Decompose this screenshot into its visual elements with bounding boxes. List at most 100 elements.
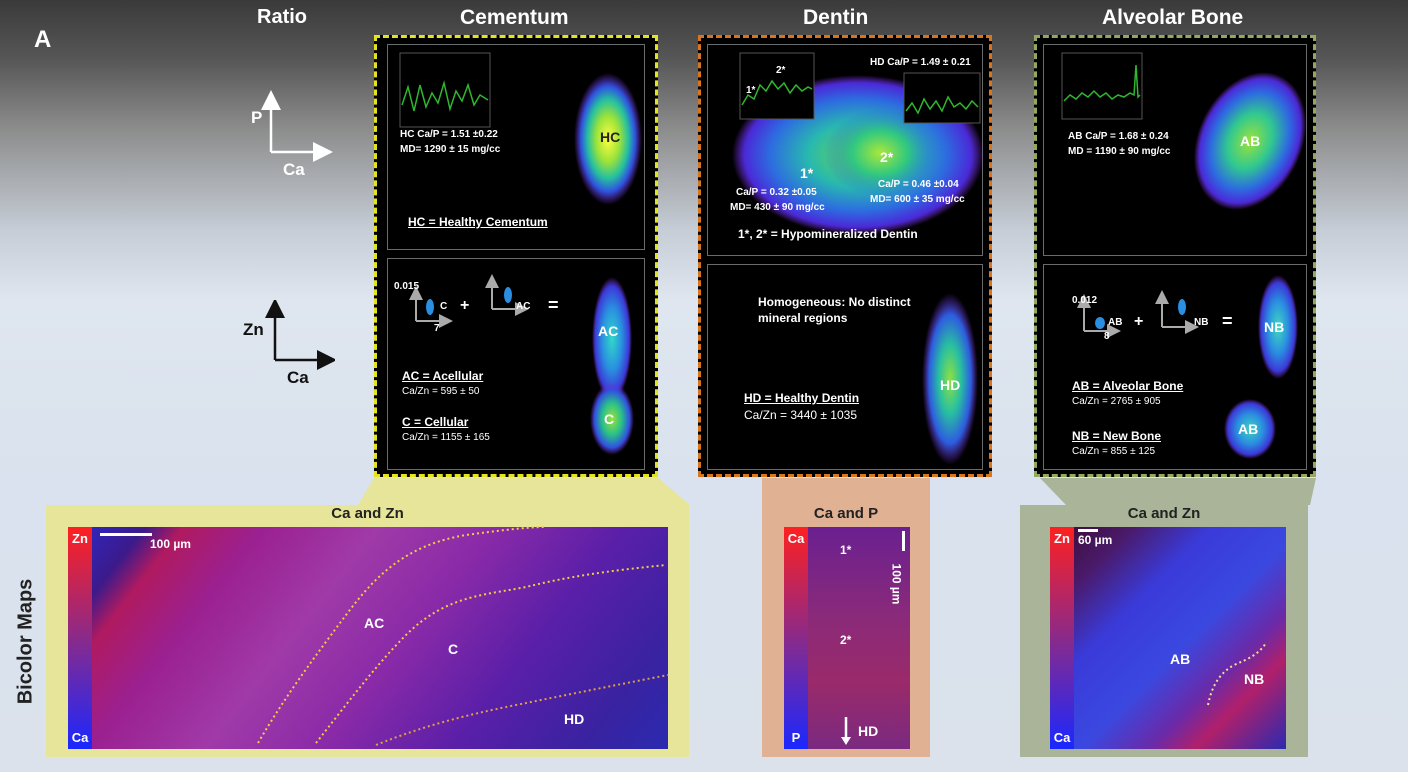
cementum-panel: HC HC Ca/P = 1.51 ±0.22 MD= 1290 ± 15 mg… <box>374 35 658 477</box>
bone-top-svg <box>1061 52 1307 210</box>
bone-nb-value: Ca/Zn = 855 ± 125 <box>1072 446 1156 457</box>
cementum-c-label: C <box>604 411 615 427</box>
dentin-hd-value: Ca/Zn = 3440 ± 1035 <box>744 408 857 422</box>
cementum-c-value: Ca/Zn = 1155 ± 165 <box>402 432 490 443</box>
bone-ca-p-scatter: AB AB Ca/P = 1.68 ± 0.24 MD = 1190 ± 90 … <box>1043 44 1307 256</box>
cementum-map-ac: AC <box>364 615 385 631</box>
dentin-md1: MD= 430 ± 90 mg/cc <box>730 202 825 213</box>
axis-zn-ca: Zn Ca <box>243 300 335 410</box>
cementum-map-image <box>68 527 668 749</box>
cementum-ac-legend: AC = Acellular <box>402 369 484 383</box>
bone-mini-ab: AB <box>1108 317 1123 328</box>
cementum-colorbar: Zn Ca <box>68 527 92 749</box>
bone-nb-legend: NB = New Bone <box>1072 429 1162 443</box>
axis-label-ca-2: Ca <box>287 368 309 387</box>
dentin-map-1star: 1* <box>840 543 852 557</box>
bone-map-boundary <box>1207 642 1267 706</box>
bone-ab-value: Ca/Zn = 2765 ± 905 <box>1072 396 1161 407</box>
axis-p-ca: P Ca <box>245 80 335 190</box>
bone-ab-label-2: AB <box>1238 421 1259 437</box>
cementum-map-hd: HD <box>564 711 585 727</box>
bone-ab-ratio: AB Ca/P = 1.68 ± 0.24 <box>1068 131 1169 142</box>
bone-bottom-svg <box>1077 275 1298 459</box>
bone-mini-nb: NB <box>1194 317 1209 328</box>
dentin-panel: HD Ca/P = 1.49 ± 0.21 2* 1* 1* 2* Ca/P =… <box>698 35 992 477</box>
dentin-map-2star: 2* <box>840 633 852 647</box>
dentin-scale-bar <box>902 531 905 551</box>
bone-bar-bottom: Ca <box>1053 730 1071 745</box>
bone-map-frame: Ca and Zn Zn Ca 60 µm AB NB <box>1020 505 1308 757</box>
side-label-bicolor-maps: Bicolor Maps <box>14 578 37 705</box>
dentin-colorbar: Ca P <box>784 527 808 749</box>
cementum-scale-bar <box>100 533 152 536</box>
bone-equals: = <box>1222 311 1233 331</box>
dentin-homogeneous-note: Homogeneous: No distinct mineral regions <box>758 295 911 325</box>
cementum-plus: + <box>460 297 470 314</box>
bone-panel: AB AB Ca/P = 1.68 ± 0.24 MD = 1190 ± 90 … <box>1034 35 1316 477</box>
bone-map-nb: NB <box>1244 671 1265 687</box>
bone-bar-top: Zn <box>1054 531 1070 546</box>
cementum-c-legend: C = Cellular <box>402 415 469 429</box>
cementum-ca-p-scatter: HC HC Ca/P = 1.51 ±0.22 MD= 1290 ± 15 mg… <box>387 44 645 250</box>
bone-map-ab: AB <box>1170 651 1191 667</box>
cementum-hc-label: HC <box>600 129 621 145</box>
dentin-hd-ratio: HD Ca/P = 1.49 ± 0.21 <box>870 57 971 68</box>
dentin-inset-2star: 2* <box>776 65 786 76</box>
bone-map-title: Ca and Zn <box>1127 505 1201 522</box>
axis-zn-ca-arrows <box>265 300 335 370</box>
bone-colorbar: Zn Ca <box>1050 527 1074 749</box>
cementum-mini-x: 7 <box>434 323 440 334</box>
dentin-ca-zn-scatter: Homogeneous: No distinct mineral regions… <box>707 264 983 470</box>
cementum-scale-label: 100 µm <box>150 537 191 551</box>
dentin-inset-1star: 1* <box>746 85 756 96</box>
cementum-bar-bottom: Ca <box>71 730 89 745</box>
dentin-bar-bottom: P <box>791 730 801 745</box>
dentin-r2: Ca/P = 0.46 ±0.04 <box>878 179 959 190</box>
cementum-hc-ratio: HC Ca/P = 1.51 ±0.22 <box>400 129 498 140</box>
cementum-mini-ac: AC <box>516 301 531 312</box>
header-dentin: Dentin <box>803 6 869 29</box>
dentin-legend: 1*, 2* = Hypomineralized Dentin <box>738 227 918 241</box>
dentin-r1: Ca/P = 0.32 ±0.05 <box>736 187 817 198</box>
dentin-map-title: Ca and P <box>813 505 879 522</box>
cementum-ac-value: Ca/Zn = 595 ± 50 <box>402 386 480 397</box>
cementum-mini-c: C <box>440 301 448 312</box>
axis-p-ca-arrows <box>261 90 333 162</box>
cementum-top-svg <box>399 52 642 205</box>
bone-mini-ymax: 0.012 <box>1072 295 1098 306</box>
bone-ca-zn-scatter: 0.012 AB 8 + NB = NB AB AB = Alveolar Bo… <box>1043 264 1307 470</box>
dentin-map-arrow <box>841 717 851 745</box>
dentin-md2: MD= 600 ± 35 mg/cc <box>870 194 965 205</box>
cementum-bottom-svg <box>409 274 634 455</box>
dentin-label-1star: 1* <box>800 165 814 181</box>
bone-mini-x: 8 <box>1104 331 1110 342</box>
axis-label-p: P <box>251 108 263 127</box>
dentin-bar-top: Ca <box>787 531 805 546</box>
cementum-ca-zn-scatter: 0.015 C 7 + AC = AC C AC = Acellular Ca/… <box>387 258 645 470</box>
bone-plus: + <box>1134 313 1144 330</box>
bone-scale-label: 60 µm <box>1078 533 1113 547</box>
dentin-label-2star: 2* <box>880 149 894 165</box>
dentin-top-svg <box>732 52 984 235</box>
dentin-bottom-svg <box>922 293 978 465</box>
bone-map-image <box>1050 527 1286 749</box>
bone-ab-label: AB <box>1240 133 1261 149</box>
cementum-map-frame: Ca and Zn Zn Ca 100 µm AC C HD <box>46 505 689 757</box>
dentin-map-hd: HD <box>858 723 879 739</box>
dentin-hd-legend: HD = Healthy Dentin <box>744 391 860 405</box>
cementum-map-boundaries <box>257 526 669 746</box>
axis-label-zn: Zn <box>243 320 264 339</box>
header-ratio: Ratio <box>257 6 307 28</box>
dentin-hd-label: HD <box>940 377 961 393</box>
dentin-ca-p-scatter: HD Ca/P = 1.49 ± 0.21 2* 1* 1* 2* Ca/P =… <box>707 44 984 256</box>
bone-nb-label: NB <box>1264 319 1285 335</box>
cementum-hc-legend: HC = Healthy Cementum <box>408 215 548 229</box>
bone-ab-md: MD = 1190 ± 90 mg/cc <box>1068 146 1171 157</box>
panel-letter: A <box>34 26 52 53</box>
axis-label-ca: Ca <box>283 160 305 179</box>
cementum-hc-md: MD= 1290 ± 15 mg/cc <box>400 144 501 155</box>
cementum-equals: = <box>548 295 559 315</box>
cementum-mini-ymax: 0.015 <box>394 281 420 292</box>
cementum-bar-top: Zn <box>72 531 88 546</box>
header-cementum: Cementum <box>460 6 569 29</box>
